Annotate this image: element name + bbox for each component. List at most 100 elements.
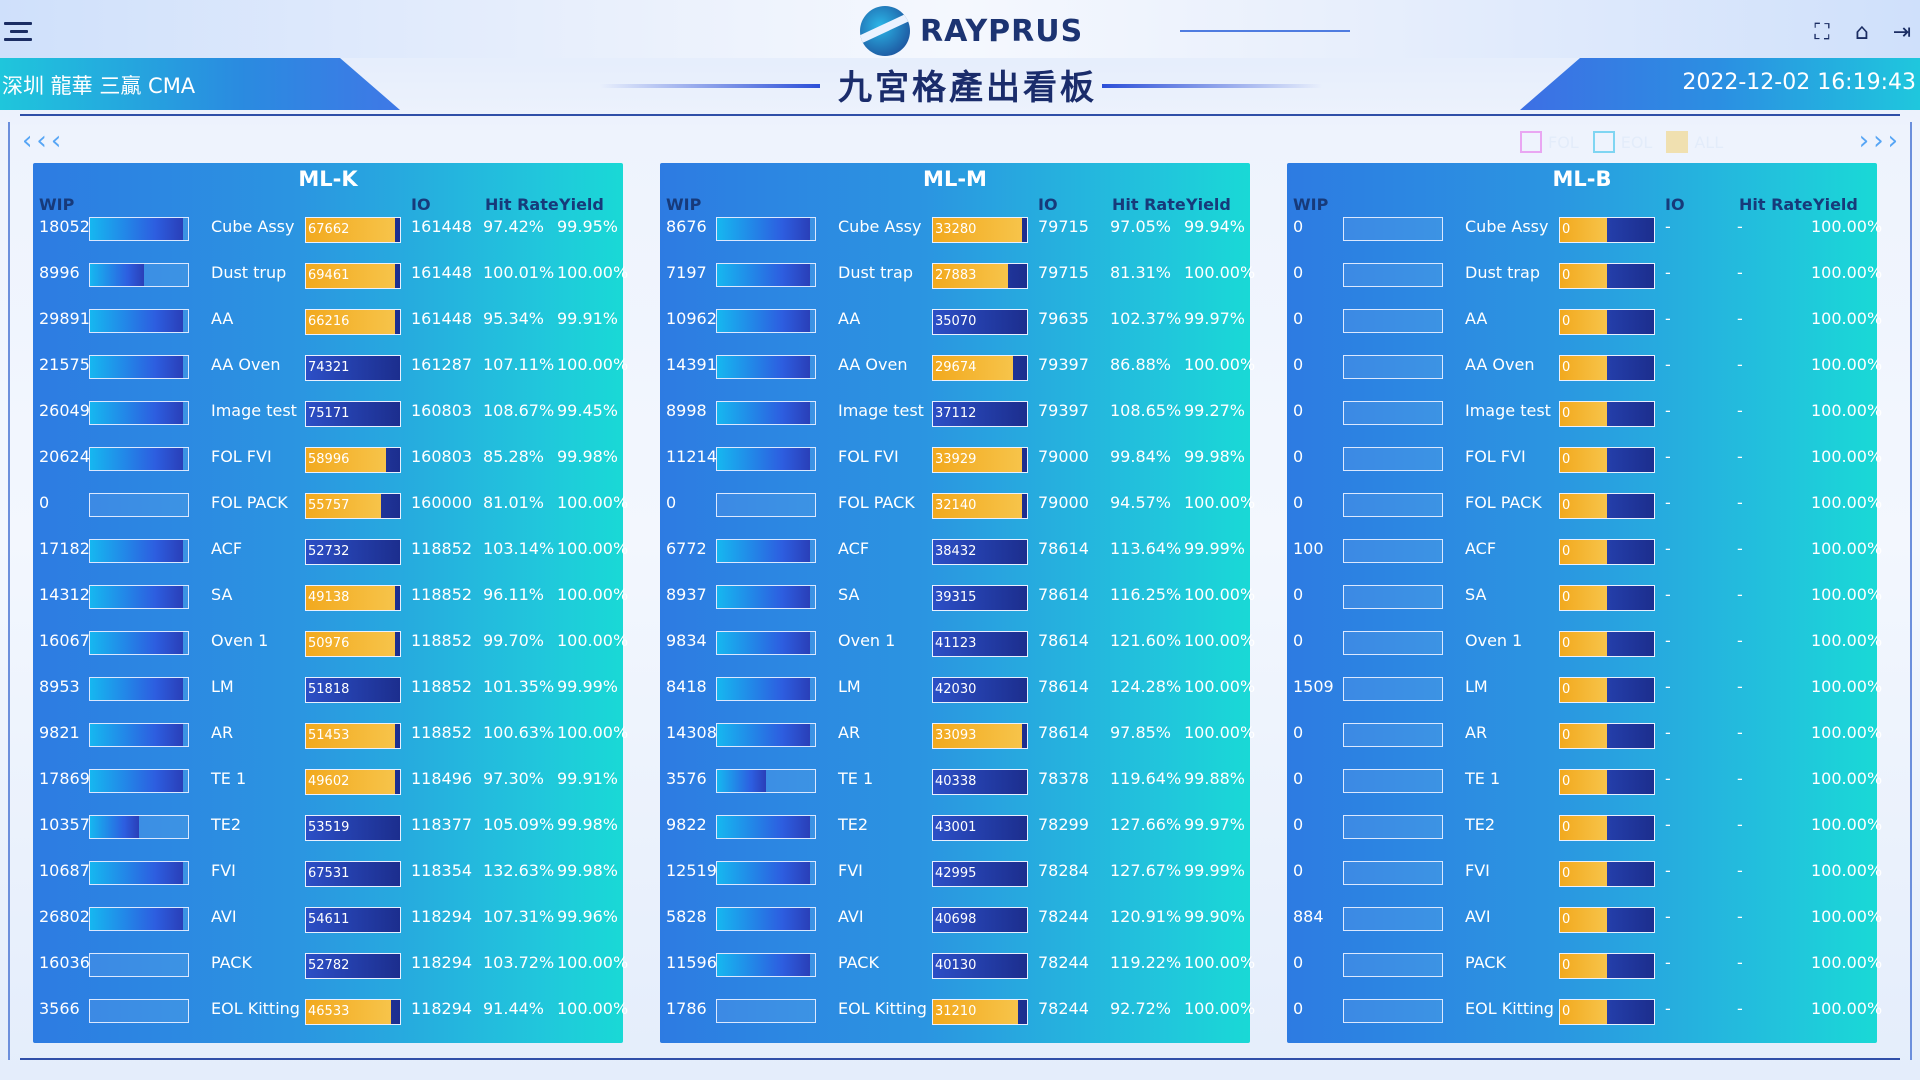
io-bar-fill — [933, 448, 1023, 472]
io-bar-value: 66216 — [308, 314, 350, 329]
wip-bar — [716, 217, 816, 241]
yield-value: 99.97% — [1184, 815, 1246, 834]
wip-bar-fill — [717, 954, 811, 976]
io-bar-value: 51818 — [308, 682, 350, 697]
table-row: 6772 ACF 38432 78614 113.64% 99.99% — [660, 529, 1250, 575]
yield-value: 100.00% — [1184, 953, 1256, 972]
hit-rate-value: 99.84% — [1110, 447, 1172, 466]
header-right-band — [1520, 58, 1920, 110]
hit-rate-value: 91.44% — [483, 999, 545, 1018]
table-row: 8953 LM 51818 118852 101.35% 99.99% — [33, 667, 623, 713]
panel-ml-k: ML-K WIP IO Hit Rate Yield 18052 Cube Ass… — [33, 163, 628, 1043]
yield-value: 100.00% — [1184, 677, 1256, 696]
process-name: TE 1 — [1465, 769, 1501, 788]
wip-bar — [1343, 677, 1443, 701]
io-bar-fill — [306, 1000, 391, 1024]
io-bar-fill — [933, 1000, 1018, 1024]
process-name: SA — [1465, 585, 1487, 604]
wip-bar — [89, 861, 189, 885]
table-row: 0 FOL FVI 0 - - 100.00% — [1287, 437, 1882, 483]
wip-value: 0 — [1293, 263, 1304, 282]
column-header-io: IO — [1038, 195, 1058, 214]
io-value: 160803 — [411, 401, 473, 420]
brand-logo: RAYPRUS — [860, 6, 1083, 56]
io-bar-value: 54611 — [308, 912, 350, 927]
wip-bar-fill — [717, 448, 811, 470]
io-bar-fill — [306, 494, 382, 518]
fullscreen-icon[interactable]: ⛶ — [1814, 20, 1830, 45]
io-bar-fill — [1560, 310, 1607, 334]
hit-rate-value: - — [1737, 769, 1743, 788]
table-row: 1509 LM 0 - - 100.00% — [1287, 667, 1882, 713]
yield-value: 100.00% — [1811, 907, 1883, 926]
io-value: - — [1665, 309, 1671, 328]
wip-bar — [1343, 401, 1443, 425]
io-bar: 50976 — [305, 631, 401, 657]
io-value: - — [1665, 999, 1671, 1018]
wip-bar — [716, 309, 816, 333]
io-value: 78378 — [1038, 769, 1089, 788]
io-bar: 0 — [1559, 677, 1655, 703]
wip-bar — [1343, 631, 1443, 655]
panel-title: ML-M — [923, 167, 987, 191]
home-icon[interactable]: ⌂ — [1855, 20, 1869, 45]
io-value: 161448 — [411, 217, 473, 236]
legend-fol[interactable]: FOL — [1520, 131, 1579, 153]
table-row: 11596 PACK 40130 78244 119.22% 100.00% — [660, 943, 1255, 989]
io-bar: 33093 — [932, 723, 1028, 749]
process-name: Dust trup — [211, 263, 287, 282]
hit-rate-value: 105.09% — [483, 815, 555, 834]
io-bar-value: 55757 — [308, 498, 350, 513]
io-bar-fill — [1560, 724, 1607, 748]
io-value: - — [1665, 217, 1671, 236]
wip-bar — [89, 263, 189, 287]
table-row: 10357 TE2 53519 118377 105.09% 99.98% — [33, 805, 623, 851]
wip-value: 0 — [1293, 309, 1304, 328]
table-row: 0 TE 1 0 - - 100.00% — [1287, 759, 1882, 805]
process-name: AA — [1465, 309, 1488, 328]
yield-value: 99.97% — [1184, 309, 1246, 328]
wip-bar-fill — [717, 402, 811, 424]
wip-bar — [1343, 217, 1443, 241]
legend-eol[interactable]: EOL — [1592, 131, 1652, 153]
process-name: Cube Assy — [211, 217, 295, 236]
wip-bar-fill — [717, 862, 811, 884]
io-bar-value: 0 — [1562, 1004, 1571, 1019]
hit-rate-value: - — [1737, 539, 1743, 558]
table-row: 20624 FOL FVI 58996 160803 85.28% 99.98% — [33, 437, 623, 483]
wip-value: 14308 — [666, 723, 717, 742]
wip-bar — [89, 401, 189, 425]
wip-bar — [1343, 815, 1443, 839]
hit-rate-value: 108.67% — [483, 401, 555, 420]
wip-bar — [716, 769, 816, 793]
io-bar: 0 — [1559, 355, 1655, 381]
io-value: 118377 — [411, 815, 473, 834]
hit-rate-value: - — [1737, 493, 1743, 512]
table-row: 7197 Dust trap 27883 79715 81.31% 100.00% — [660, 253, 1255, 299]
hit-rate-value: 103.14% — [483, 539, 555, 558]
wip-value: 0 — [1293, 401, 1304, 420]
yield-value: 100.00% — [1184, 723, 1256, 742]
io-bar: 67662 — [305, 217, 401, 243]
io-value: 118852 — [411, 631, 473, 650]
menu-icon[interactable] — [4, 22, 32, 46]
filter-legend: FOL EOL ALL — [1520, 131, 1723, 153]
wip-bar — [1343, 263, 1443, 287]
logout-icon[interactable]: ⇥ — [1892, 20, 1912, 45]
table-row: 0 TE2 0 - - 100.00% — [1287, 805, 1882, 851]
io-bar-fill — [1560, 586, 1607, 610]
io-bar-value: 52782 — [308, 958, 350, 973]
next-page-button[interactable]: › › › — [1859, 126, 1898, 156]
hit-rate-value: 116.25% — [1110, 585, 1182, 604]
table-row: 18052 Cube Assy 67662 161448 97.42% 99.95% — [33, 207, 623, 253]
io-bar-value: 0 — [1562, 314, 1571, 329]
legend-all[interactable]: ALL — [1666, 131, 1723, 153]
prev-page-button[interactable]: ‹ ‹ ‹ — [22, 126, 61, 156]
hit-rate-value: 94.57% — [1110, 493, 1172, 512]
io-bar-fill — [1560, 448, 1607, 472]
wip-value: 1509 — [1293, 677, 1334, 696]
yield-value: 100.00% — [1184, 493, 1256, 512]
wip-value: 20624 — [39, 447, 90, 466]
process-name: AA Oven — [838, 355, 908, 374]
process-name: LM — [838, 677, 861, 696]
